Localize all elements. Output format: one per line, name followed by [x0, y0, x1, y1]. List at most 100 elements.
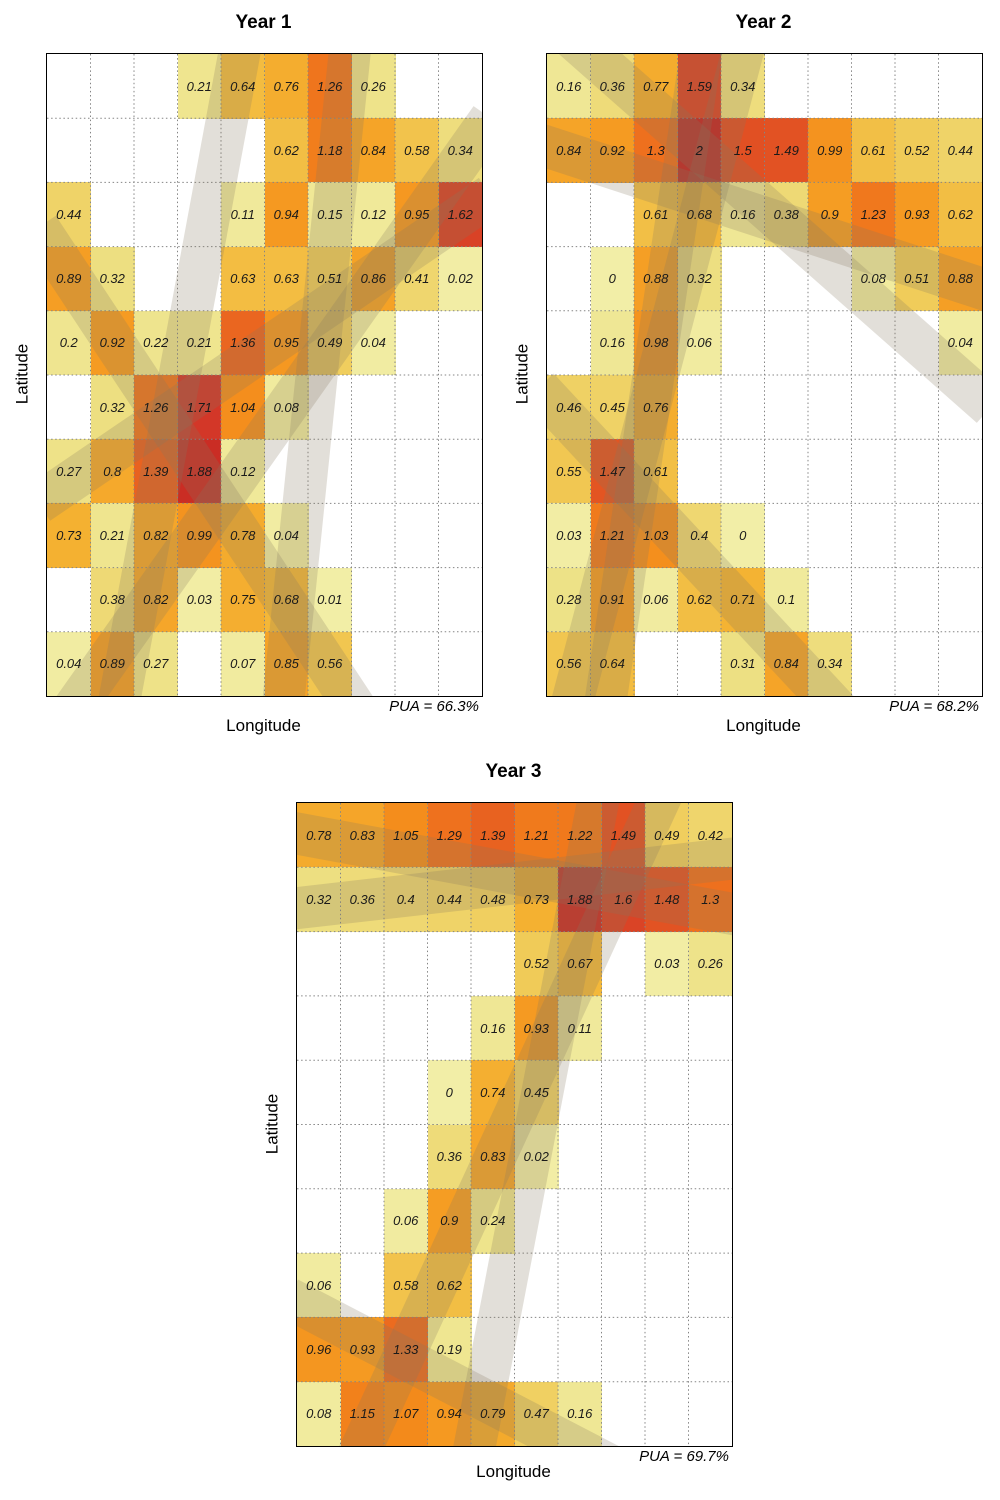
grid-cell	[471, 867, 515, 933]
grid-cell	[90, 375, 135, 440]
grid-cell	[308, 182, 352, 248]
grid-cell	[177, 310, 222, 376]
cell-value: 0.28	[556, 592, 582, 608]
cell-value: 0.11	[230, 206, 255, 222]
grid-cell	[427, 803, 472, 868]
cell-value: 0.4	[396, 891, 415, 907]
grid-cell	[634, 310, 678, 376]
grid-cell	[677, 310, 722, 376]
cell-value: 0.16	[567, 1406, 593, 1422]
cell-value: 0.21	[186, 335, 212, 351]
grid-cell	[764, 631, 809, 696]
grid-cell	[427, 1188, 472, 1254]
cell-value: 0.98	[643, 335, 669, 351]
grid-cell	[808, 182, 852, 248]
cell-value: 1.3	[646, 142, 665, 158]
grid-cell	[547, 503, 591, 569]
cell-value: 0.84	[360, 142, 386, 158]
grid-cell	[340, 867, 385, 933]
grid-cell	[427, 867, 472, 933]
cell-value: 1.07	[393, 1406, 419, 1422]
grid-cell	[384, 867, 428, 933]
cell-value: 0.61	[643, 463, 669, 479]
cell-value: 0.83	[349, 827, 375, 843]
grid-cell	[514, 1124, 559, 1190]
grid-cell	[47, 631, 91, 696]
grid-cell	[221, 439, 265, 504]
grid-cell	[688, 931, 732, 997]
cell-value: 0.03	[186, 592, 212, 608]
grid-cell	[384, 1317, 428, 1383]
cell-value: 0.42	[697, 827, 723, 843]
grid-cell	[90, 310, 135, 376]
grid-cell	[514, 995, 559, 1061]
grid-cell	[395, 182, 439, 248]
grid-cell	[590, 375, 635, 440]
grid-cell	[514, 1060, 559, 1125]
grid-cell	[438, 182, 482, 248]
grid-cell	[721, 631, 765, 696]
cell-value: 0.16	[599, 335, 625, 351]
grid-cell	[47, 439, 91, 504]
grid-cell	[264, 567, 309, 633]
grid-cell	[264, 631, 309, 696]
cell-value: 0.85	[273, 656, 299, 672]
cell-value: 1.62	[447, 206, 473, 222]
cell-value: 0.16	[480, 1020, 506, 1036]
cell-value: 0.32	[99, 399, 125, 415]
cell-value: 0.89	[56, 271, 82, 287]
cell-value: 0.44	[436, 891, 462, 907]
grid-cell	[851, 182, 896, 248]
grid-cell	[634, 182, 678, 248]
grid-cell	[221, 631, 265, 696]
grid-cell	[471, 1124, 515, 1190]
grid-cell	[590, 631, 635, 696]
cell-value: 0.06	[393, 1213, 419, 1229]
cell-value: 0.76	[643, 399, 669, 415]
transect-band	[547, 373, 854, 696]
grid-cell	[851, 118, 896, 183]
grid-cell	[514, 931, 559, 997]
grid-and-transect-overlay	[547, 54, 982, 696]
grid-cell	[851, 246, 896, 312]
grid-cell	[221, 310, 265, 376]
pua-annotation: PUA = 66.3%	[389, 698, 479, 715]
cell-value: 0.32	[686, 271, 712, 287]
y-axis-label: Latitude	[252, 802, 292, 1445]
grid-cell	[634, 503, 678, 569]
grid-cell	[677, 54, 722, 119]
cell-value: 0.51	[317, 271, 343, 287]
cell-value: 0.74	[480, 1084, 506, 1100]
cell-value: 0.84	[556, 142, 582, 158]
cell-value: 0.24	[480, 1213, 506, 1229]
cell-value: 1.49	[773, 142, 799, 158]
cell-value: 0.02	[523, 1149, 549, 1165]
cell-value: 0.64	[599, 656, 625, 672]
cell-value: 1.22	[567, 827, 593, 843]
grid-cell	[308, 567, 352, 633]
grid-cell	[264, 246, 309, 312]
cell-value: 0.27	[56, 463, 82, 479]
cell-value: 0.26	[697, 956, 723, 972]
cell-value: 0.06	[306, 1277, 332, 1293]
cell-value: 0.15	[317, 206, 343, 222]
cell-value: 0.58	[404, 142, 430, 158]
grid-cell	[47, 246, 91, 312]
cell-value: 0.21	[186, 78, 212, 94]
transect-band	[552, 54, 764, 696]
grid-cell	[395, 118, 439, 183]
panel-title-year-2: Year 2	[735, 12, 792, 33]
cell-value: 0.03	[654, 956, 680, 972]
cell-value: 0.04	[273, 527, 299, 543]
cell-value: 0.99	[186, 527, 212, 543]
cell-value: 1.39	[143, 463, 169, 479]
cell-value: 0.63	[273, 271, 299, 287]
cell-value: 0.38	[99, 592, 125, 608]
grid-cell	[764, 182, 809, 248]
grid-cell	[221, 246, 265, 312]
cell-value: 0.34	[447, 142, 473, 158]
cell-value: 1.21	[599, 527, 625, 543]
cell-value: 0.32	[99, 271, 125, 287]
grid-cell	[221, 503, 265, 569]
cell-value: 0.27	[143, 656, 169, 672]
